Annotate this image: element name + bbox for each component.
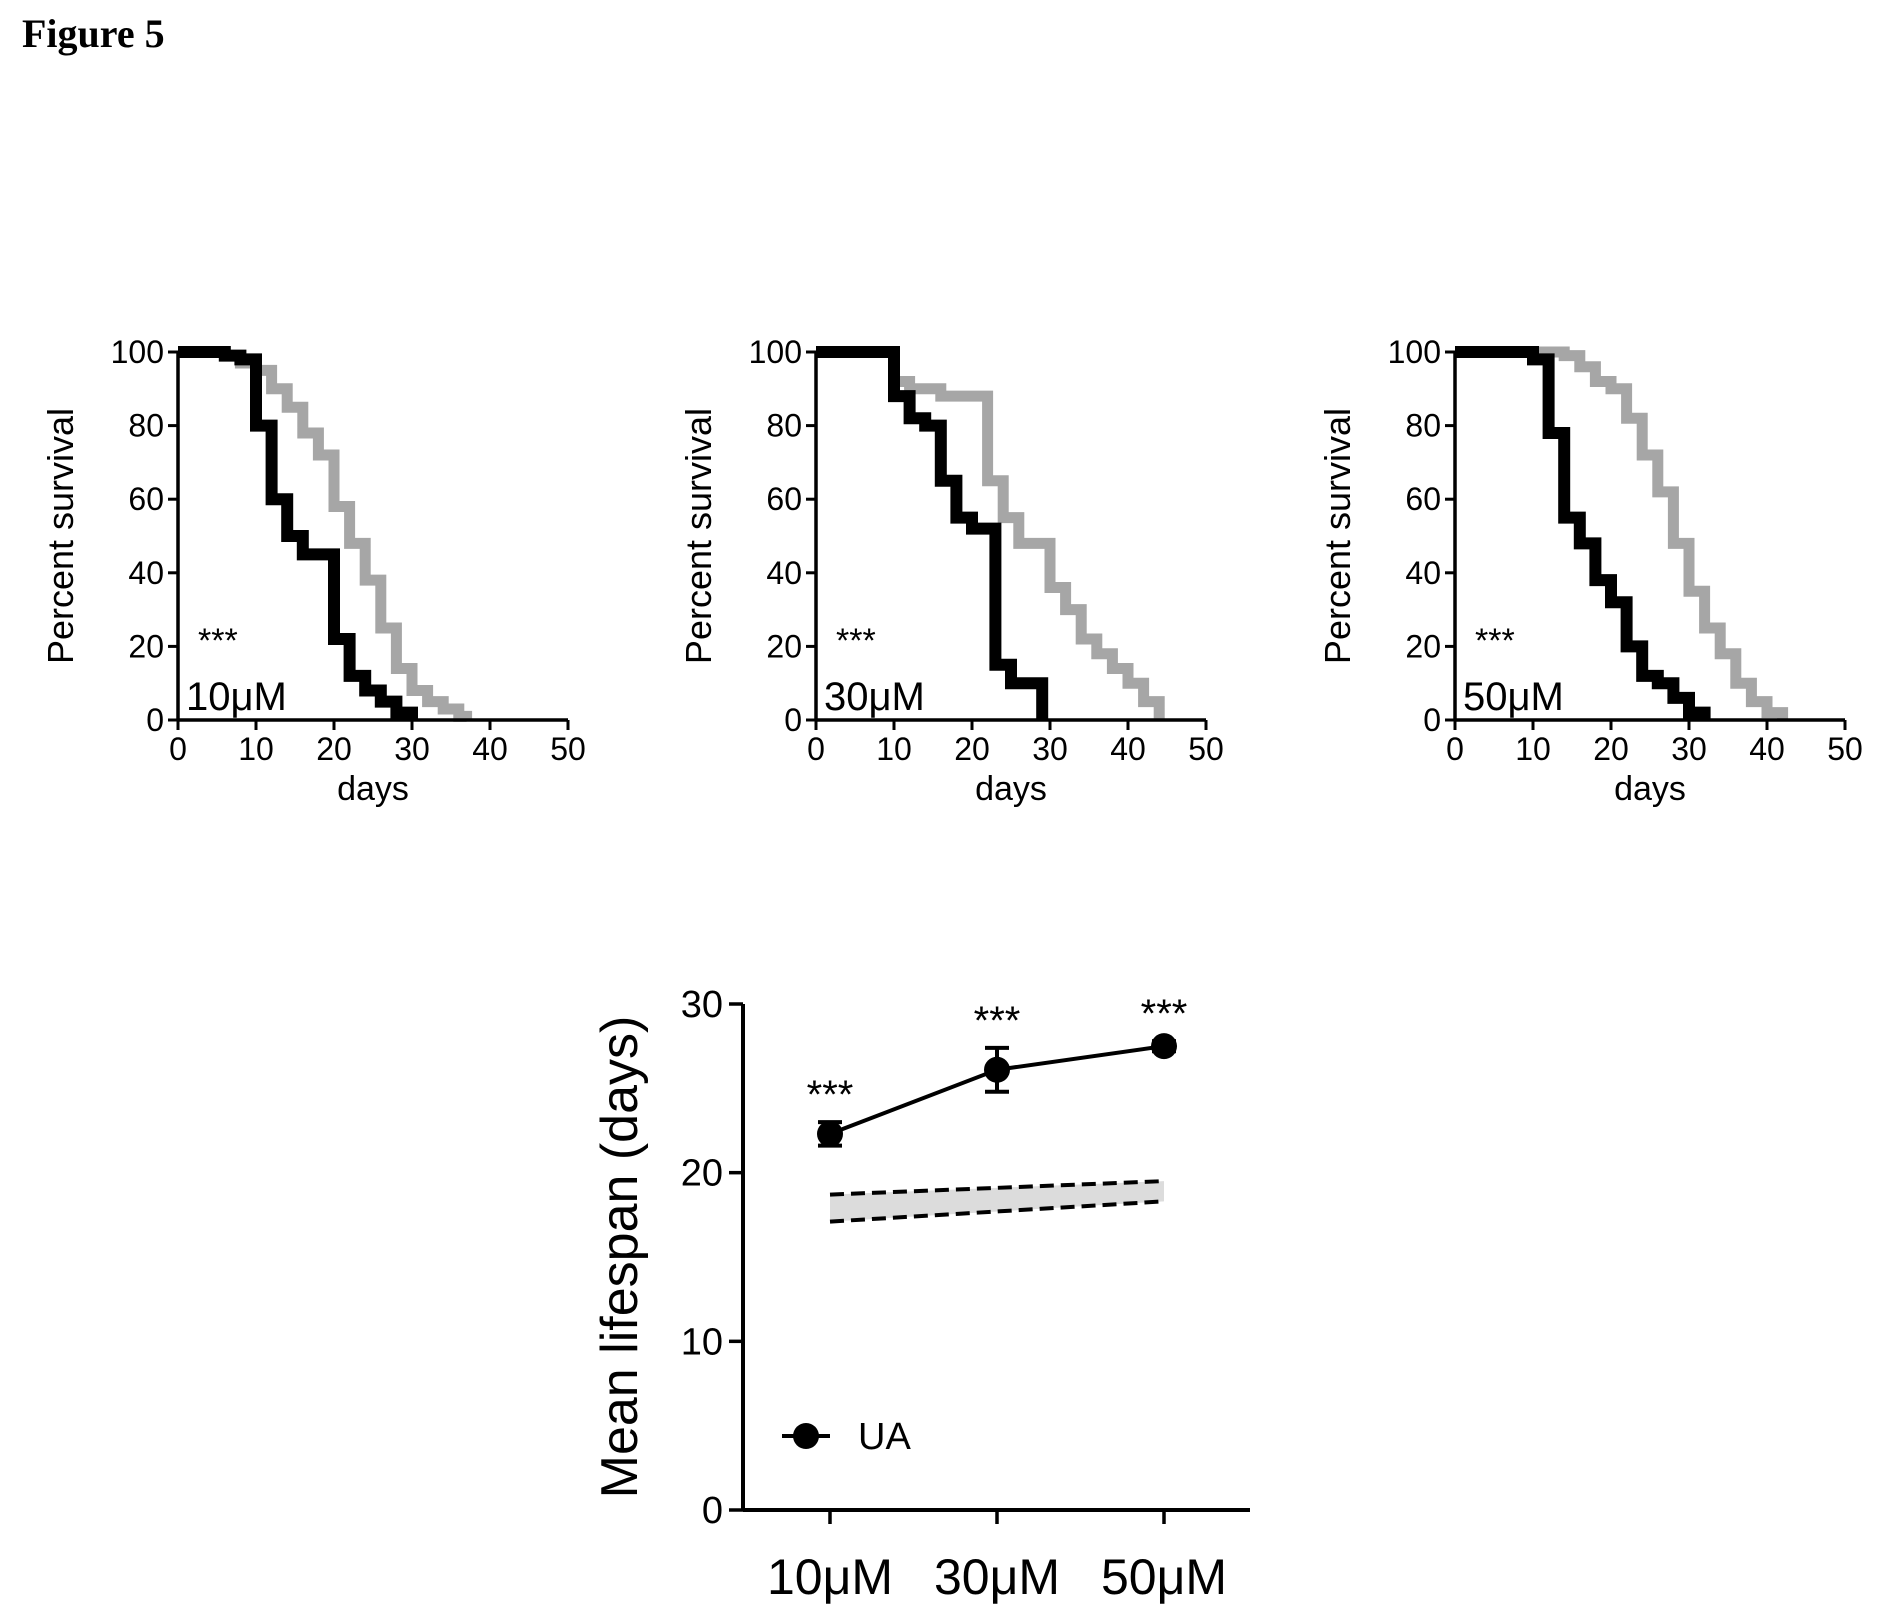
lifespan-point-ua <box>817 1120 843 1147</box>
lifespan-x-tick-label: 50μM <box>1101 1549 1227 1605</box>
survival-2-x-tick-label: 0 <box>807 731 825 767</box>
survival-1-concentration-label: 10μM <box>186 675 287 719</box>
survival-1-x-tick-label: 10 <box>238 731 274 767</box>
survival-1-x-tick-label: 0 <box>169 731 187 767</box>
survival-1-y-axis-label: Percent survival <box>40 408 81 664</box>
survival-3-x-tick-label: 50 <box>1827 731 1863 767</box>
survival-3-x-axis-label: days <box>1614 770 1686 808</box>
survival-1-y-tick-label: 40 <box>128 555 164 591</box>
survival-1-x-axis-label: days <box>337 770 409 808</box>
survival-2-series-treated-line <box>816 346 1165 720</box>
survival-1-y-tick-label: 80 <box>128 408 164 444</box>
survival-1-y-tick-label: 0 <box>146 702 164 738</box>
lifespan-y-tick-label: 10 <box>681 1321 723 1363</box>
legend-ua-label: UA <box>858 1416 911 1458</box>
survival-1-x-tick-label: 30 <box>394 731 430 767</box>
survival-2-y-tick-label: 40 <box>766 555 802 591</box>
survival-3-concentration-label: 50μM <box>1463 675 1564 719</box>
lifespan-significance-label: *** <box>807 1073 854 1117</box>
lifespan-y-tick-label: 0 <box>702 1490 723 1532</box>
lifespan-x-tick-label: 10μM <box>767 1549 893 1605</box>
survival-2-y-tick-label: 80 <box>766 408 802 444</box>
survival-2-x-tick-label: 30 <box>1032 731 1068 767</box>
lifespan-y-tick-label: 20 <box>681 1153 723 1195</box>
legend-ua-marker <box>793 1423 819 1449</box>
lifespan-control-band-upper <box>829 1179 1165 1197</box>
lifespan-y-tick-label: 30 <box>681 984 723 1026</box>
survival-1-y-tick-label: 100 <box>111 334 164 370</box>
survival-3-y-tick-label: 80 <box>1405 408 1441 444</box>
survival-1-series-control-line <box>178 346 418 720</box>
lifespan-significance-label: *** <box>1141 992 1188 1036</box>
lifespan-control-band <box>830 1181 1164 1222</box>
survival-3-x-tick-label: 30 <box>1671 731 1707 767</box>
survival-3-y-axis-label: Percent survival <box>1317 408 1358 664</box>
lifespan-x-tick-label: 30μM <box>934 1549 1060 1605</box>
survival-1-series-treated-line <box>178 346 473 722</box>
survival-3-series-treated-line <box>1455 346 1789 720</box>
survival-2-significance-label: *** <box>836 622 876 660</box>
survival-3-series-control-line <box>1455 346 1711 720</box>
survival-3-y-tick-label: 40 <box>1405 555 1441 591</box>
lifespan-significance-label: *** <box>974 999 1021 1043</box>
survival-3-y-tick-label: 100 <box>1388 334 1441 370</box>
lifespan-point-ua <box>984 1056 1010 1083</box>
survival-3-x-tick-label: 0 <box>1446 731 1464 767</box>
survival-2-x-tick-label: 10 <box>876 731 912 767</box>
survival-1-y-tick-label: 60 <box>128 481 164 517</box>
survival-2-y-tick-label: 60 <box>766 481 802 517</box>
survival-1-significance-label: *** <box>198 622 238 660</box>
survival-1-x-tick-label: 20 <box>316 731 352 767</box>
survival-2-x-tick-label: 20 <box>954 731 990 767</box>
survival-2-x-tick-label: 40 <box>1110 731 1146 767</box>
survival-3-y-tick-label: 20 <box>1405 628 1441 664</box>
survival-1-x-tick-label: 40 <box>472 731 508 767</box>
survival-2-series-control-line <box>816 346 1049 720</box>
survival-2-y-tick-label: 0 <box>784 702 802 738</box>
lifespan-y-axis-label: Mean lifespan (days) <box>591 1016 649 1499</box>
survival-2-y-tick-label: 100 <box>749 334 802 370</box>
survival-1-x-tick-label: 50 <box>550 731 586 767</box>
survival-2-x-tick-label: 50 <box>1188 731 1224 767</box>
survival-2-concentration-label: 30μM <box>824 675 925 719</box>
figure-title: Figure 5 <box>22 11 165 56</box>
survival-3-x-tick-label: 20 <box>1593 731 1629 767</box>
survival-2-y-axis-label: Percent survival <box>678 408 719 664</box>
lifespan-point-ua <box>1151 1033 1177 1060</box>
survival-3-y-tick-label: 0 <box>1423 702 1441 738</box>
survival-3-x-tick-label: 10 <box>1515 731 1551 767</box>
survival-2-y-tick-label: 20 <box>766 628 802 664</box>
survival-1-y-tick-label: 20 <box>128 628 164 664</box>
survival-3-x-tick-label: 40 <box>1749 731 1785 767</box>
survival-3-significance-label: *** <box>1475 622 1515 660</box>
survival-2-x-axis-label: days <box>975 770 1047 808</box>
survival-3-y-tick-label: 60 <box>1405 481 1441 517</box>
lifespan-control-band-lower <box>829 1199 1165 1224</box>
